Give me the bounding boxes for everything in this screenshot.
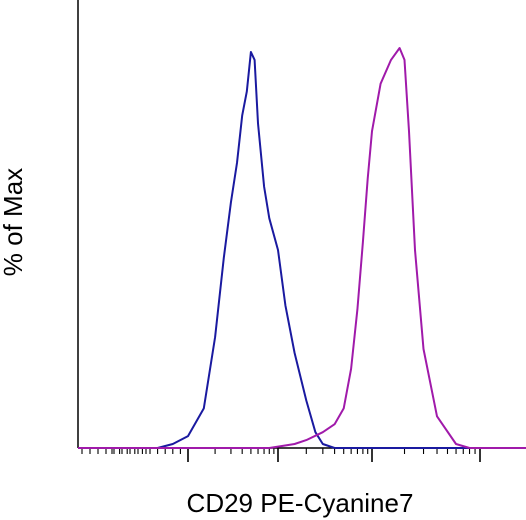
series-layer [78, 47, 526, 449]
series-2-line [78, 47, 526, 449]
series-1-line [78, 51, 526, 449]
x-axis-ticks [81, 448, 481, 462]
y-axis-title: % of Max [0, 168, 28, 276]
x-axis-title: CD29 PE-Cyanine7 [187, 488, 414, 518]
